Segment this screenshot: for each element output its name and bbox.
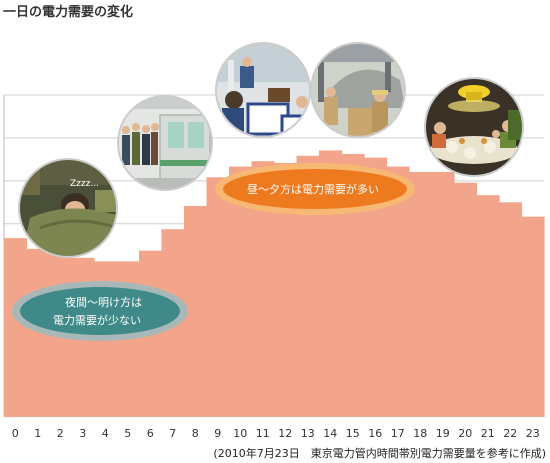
demand-bar-hour-11 bbox=[251, 161, 275, 417]
demand-bar-hour-23 bbox=[521, 216, 545, 417]
x-tick-label: 6 bbox=[147, 427, 154, 440]
x-tick-label: 12 bbox=[278, 427, 292, 440]
x-tick-label: 2 bbox=[57, 427, 64, 440]
x-tick-label: 20 bbox=[458, 427, 472, 440]
sleeping-person-illustration: Zzzz... bbox=[18, 158, 118, 258]
demand-bar-hour-10 bbox=[229, 166, 253, 417]
x-tick-label: 1 bbox=[34, 427, 41, 440]
x-tick-label: 22 bbox=[503, 427, 517, 440]
demand-bar-hour-0 bbox=[4, 238, 28, 417]
x-tick-label: 5 bbox=[124, 427, 131, 440]
demand-bar-hour-8 bbox=[184, 205, 208, 417]
demand-bar-hour-12 bbox=[274, 162, 298, 417]
x-tick-label: 21 bbox=[481, 427, 495, 440]
x-tick-label: 17 bbox=[391, 427, 405, 440]
demand-area bbox=[4, 150, 545, 418]
night-annotation-line1: 夜間〜明け方は bbox=[65, 295, 142, 309]
source-note: (2010年7月23日 東京電力管内時間帯別電力需要量を参考に作成) bbox=[213, 447, 546, 460]
x-tick-label: 8 bbox=[192, 427, 199, 440]
x-tick-label: 4 bbox=[102, 427, 109, 440]
demand-bar-hour-14 bbox=[319, 150, 343, 417]
demand-bar-hour-15 bbox=[341, 154, 365, 418]
demand-bar-hour-9 bbox=[206, 177, 230, 417]
x-tick-label: 0 bbox=[12, 427, 19, 440]
demand-bar-hour-20 bbox=[454, 182, 478, 417]
x-tick-label: 14 bbox=[323, 427, 337, 440]
factory-workers-illustration bbox=[310, 42, 406, 138]
demand-bar-hour-18 bbox=[409, 171, 433, 417]
demand-bar-hour-17 bbox=[386, 166, 410, 417]
x-tick-label: 10 bbox=[233, 427, 247, 440]
demand-bar-hour-19 bbox=[431, 171, 455, 417]
x-tick-label: 23 bbox=[526, 427, 540, 440]
chart-title: 一日の電力需要の変化 bbox=[3, 5, 134, 20]
x-tick-label: 18 bbox=[413, 427, 427, 440]
x-tick-label: 11 bbox=[256, 427, 270, 440]
x-tick-label: 7 bbox=[169, 427, 176, 440]
zzz-text: Zzzz... bbox=[70, 179, 99, 189]
x-tick-label: 16 bbox=[368, 427, 382, 440]
family-dinner-illustration bbox=[424, 77, 524, 177]
demand-bar-hour-21 bbox=[476, 195, 500, 417]
x-tick-label: 19 bbox=[436, 427, 450, 440]
demand-bar-hour-22 bbox=[499, 202, 523, 417]
demand-bar-hour-13 bbox=[296, 155, 320, 418]
x-tick-label: 13 bbox=[301, 427, 315, 440]
night-annotation-line2: 電力需要が少ない bbox=[53, 313, 141, 327]
x-tick-label: 3 bbox=[79, 427, 86, 440]
day-annotation: 昼〜夕方は電力需要が多い bbox=[215, 163, 415, 215]
night-annotation: 夜間〜明け方は 電力需要が少ない bbox=[12, 281, 188, 341]
x-axis-ticks: 0 1 2 3 4 5 6 7 8 9 10 11 12 13 14 15 16 17 18 19 20 21 22 23 bbox=[12, 427, 540, 440]
day-annotation-text: 昼〜夕方は電力需要が多い bbox=[247, 182, 379, 196]
x-tick-label: 9 bbox=[214, 427, 221, 440]
demand-bar-hour-16 bbox=[364, 157, 388, 417]
train-commuters-illustration bbox=[117, 95, 213, 191]
office-workers-illustration bbox=[215, 42, 311, 138]
x-tick-label: 15 bbox=[346, 427, 360, 440]
